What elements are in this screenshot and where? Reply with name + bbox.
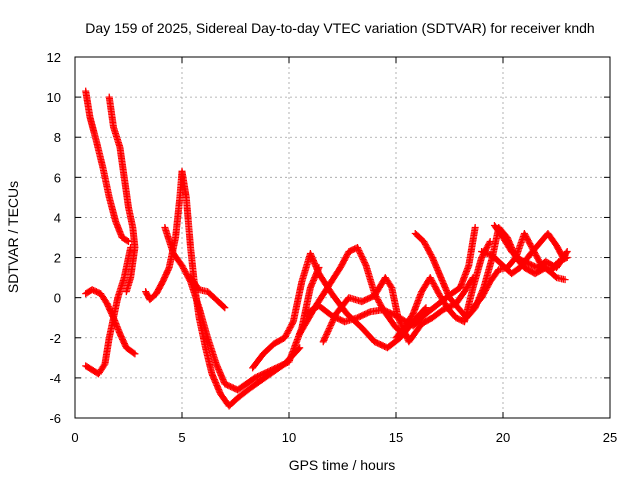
data-point bbox=[296, 344, 304, 352]
x-tick-label-25: 25 bbox=[603, 430, 617, 445]
y-tick-label-4: 4 bbox=[54, 210, 61, 225]
data-point bbox=[401, 330, 409, 338]
data-point bbox=[394, 314, 402, 322]
data-point bbox=[361, 260, 369, 268]
x-tick-label-15: 15 bbox=[389, 430, 403, 445]
data-point bbox=[422, 304, 430, 312]
data-point bbox=[127, 244, 135, 252]
data-point bbox=[471, 223, 479, 231]
data-point bbox=[395, 315, 403, 323]
data-point bbox=[357, 251, 365, 259]
plot-frame bbox=[74, 56, 611, 419]
data-point bbox=[560, 253, 568, 261]
y-tick-label-12: 12 bbox=[47, 50, 61, 65]
y-tick-label-8: 8 bbox=[54, 130, 61, 145]
data-point bbox=[353, 244, 361, 252]
data-point bbox=[356, 250, 364, 258]
y-tick-label--4: -4 bbox=[49, 371, 61, 386]
y-tick-label-0: 0 bbox=[54, 291, 61, 306]
data-point bbox=[123, 237, 131, 245]
data-point bbox=[130, 349, 138, 357]
data-point bbox=[563, 248, 571, 256]
series-track-4 bbox=[82, 286, 139, 358]
data-point bbox=[396, 318, 404, 326]
series-track-15 bbox=[478, 229, 571, 278]
y-tick-label-6: 6 bbox=[54, 170, 61, 185]
series-track-6 bbox=[161, 223, 323, 394]
grid-layer bbox=[75, 57, 610, 418]
data-point bbox=[361, 259, 369, 267]
y-axis-label: SDTVAR / TECUs bbox=[5, 181, 21, 293]
data-point bbox=[402, 332, 410, 340]
x-tick-label-10: 10 bbox=[282, 430, 296, 445]
data-point bbox=[359, 256, 367, 264]
chart-title: Day 159 of 2025, Sidereal Day-to-day VTE… bbox=[85, 20, 594, 36]
data-point bbox=[397, 320, 405, 328]
data-point bbox=[221, 304, 229, 312]
data-point bbox=[355, 247, 363, 255]
data-point bbox=[122, 288, 130, 296]
y-tick-label-10: 10 bbox=[47, 90, 61, 105]
data-point bbox=[365, 308, 373, 316]
data-point bbox=[387, 282, 395, 290]
data-point bbox=[561, 276, 569, 284]
y-tick-label--6: -6 bbox=[49, 411, 61, 426]
data-point bbox=[354, 245, 362, 253]
x-tick-label-0: 0 bbox=[71, 430, 78, 445]
data-point bbox=[561, 252, 569, 260]
series-track-11 bbox=[319, 274, 477, 346]
data-point bbox=[485, 239, 493, 247]
data-points-layer bbox=[82, 87, 571, 410]
data-point bbox=[356, 248, 364, 256]
data-point bbox=[220, 303, 228, 311]
tick-layer: 0 5 10 15 20 25 -6 -4 -2 0 2 4 6 8 10 12 bbox=[47, 50, 618, 445]
data-point bbox=[358, 254, 366, 262]
x-tick-label-5: 5 bbox=[178, 430, 185, 445]
data-point bbox=[289, 319, 297, 327]
data-point bbox=[358, 253, 366, 261]
y-tick-label-2: 2 bbox=[54, 251, 61, 266]
x-tick-label-20: 20 bbox=[496, 430, 510, 445]
series-track-16 bbox=[490, 221, 569, 272]
data-point bbox=[421, 305, 429, 313]
series-track-7 bbox=[187, 274, 229, 312]
data-point bbox=[395, 317, 403, 325]
data-point bbox=[360, 257, 368, 265]
data-point bbox=[131, 350, 139, 358]
y-tick-label--2: -2 bbox=[49, 331, 61, 346]
series-track-1 bbox=[82, 87, 132, 246]
x-axis-label: GPS time / hours bbox=[289, 457, 396, 473]
